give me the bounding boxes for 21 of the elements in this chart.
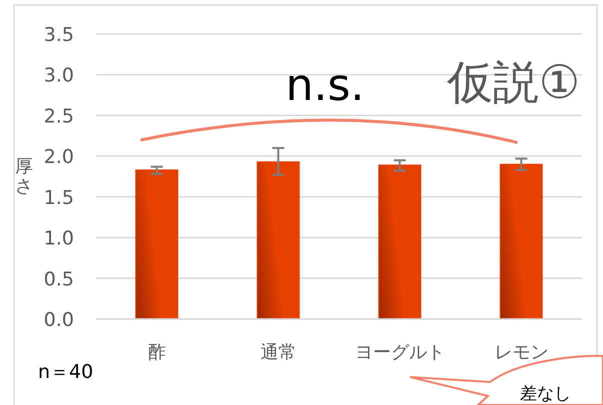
y-axis-title: 厚さ bbox=[15, 156, 33, 197]
text: 差なし bbox=[520, 384, 571, 404]
y-tick-label: 0.0 bbox=[44, 309, 74, 331]
y-tick-label: 1.0 bbox=[44, 228, 74, 250]
bar bbox=[378, 164, 422, 320]
annotation: n.s. bbox=[286, 60, 364, 111]
y-tick-label: 3.0 bbox=[44, 64, 74, 87]
y-tick-label: 2.5 bbox=[44, 105, 74, 128]
text: 仮説① bbox=[446, 55, 580, 109]
bar bbox=[135, 169, 178, 320]
y-tick-label: 1.5 bbox=[44, 186, 74, 209]
x-tick-label: ヨーグルト bbox=[354, 342, 445, 363]
y-tick-label: 2.0 bbox=[44, 146, 74, 168]
x-tick-label: 酢 bbox=[148, 342, 166, 363]
bar bbox=[500, 164, 543, 320]
text: n＝40 bbox=[38, 361, 94, 383]
x-tick-label: 通常 bbox=[260, 342, 296, 363]
y-tick-label: 3.5 bbox=[44, 24, 74, 46]
bar bbox=[256, 161, 300, 320]
x-tick-label: レモン bbox=[494, 342, 548, 363]
y-tick-label: 0.5 bbox=[44, 268, 74, 290]
